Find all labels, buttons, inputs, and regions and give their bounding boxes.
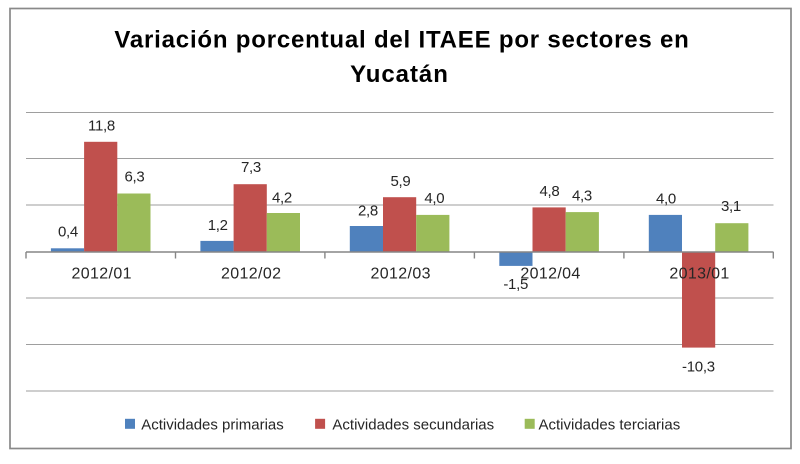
svg-text:4,8: 4,8 [540, 183, 560, 200]
svg-text:2012/03: 2012/03 [371, 266, 431, 283]
svg-text:4,2: 4,2 [272, 190, 292, 207]
svg-text:4,3: 4,3 [572, 187, 592, 204]
svg-text:2012/04: 2012/04 [520, 266, 580, 283]
svg-text:2012/02: 2012/02 [221, 266, 281, 283]
svg-text:3,1: 3,1 [721, 198, 741, 215]
svg-text:2,8: 2,8 [358, 202, 378, 219]
svg-text:2013/01: 2013/01 [669, 266, 729, 283]
svg-text:Actividades terciarias: Actividades terciarias [539, 417, 681, 434]
svg-text:5,9: 5,9 [391, 173, 411, 190]
svg-text:Yucatán: Yucatán [350, 61, 449, 88]
svg-text:Variación porcentual del ITAEE: Variación porcentual del ITAEE por secto… [114, 26, 689, 53]
svg-text:6,3: 6,3 [125, 168, 145, 185]
svg-text:4,0: 4,0 [424, 190, 444, 207]
svg-text:11,8: 11,8 [88, 118, 115, 135]
svg-text:0,4: 0,4 [58, 224, 78, 241]
svg-text:7,3: 7,3 [241, 159, 261, 176]
svg-text:-10,3: -10,3 [682, 359, 715, 376]
svg-text:1,2: 1,2 [208, 217, 228, 234]
svg-text:4,0: 4,0 [656, 191, 676, 208]
svg-text:Actividades primarias: Actividades primarias [141, 417, 284, 434]
svg-text:2012/01: 2012/01 [72, 266, 132, 283]
svg-text:Actividades secundarias: Actividades secundarias [332, 417, 494, 434]
svg-text:-1,5: -1,5 [503, 276, 528, 293]
